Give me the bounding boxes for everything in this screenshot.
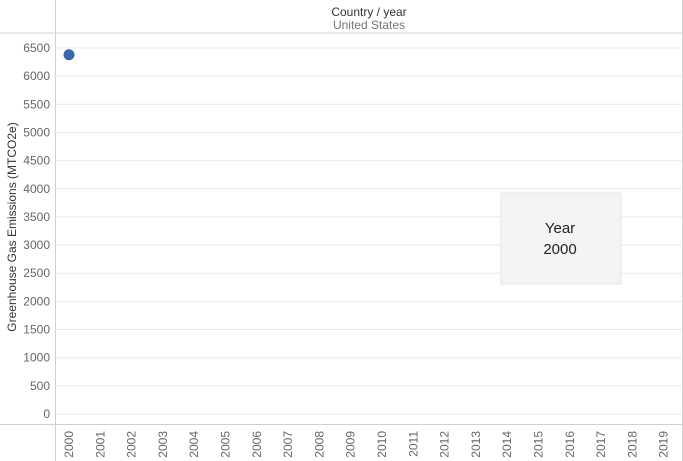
y-axis-label: Greenhouse Gas Emissions (MTCO2e) (5, 122, 19, 331)
x-tick-label: 2011 (406, 431, 420, 457)
data-points (63, 49, 75, 61)
x-tick-label: 2016 (563, 431, 577, 458)
x-tick-label: 2010 (375, 431, 389, 458)
x-tick-label: 2013 (469, 431, 483, 458)
y-tick-label: 6500 (23, 41, 50, 55)
y-axis-ticks: 0 500 1000 1500 2000 2500 3000 3500 4000 4500 5000… (23, 41, 50, 421)
x-tick-label: 2002 (125, 431, 139, 458)
y-tick-label: 2000 (23, 294, 50, 308)
y-tick-label: 3000 (23, 238, 50, 252)
y-tick-label: 0 (43, 407, 50, 421)
x-tick-label: 2003 (156, 431, 170, 458)
y-tick-label: 6000 (23, 69, 50, 83)
x-tick-label: 2005 (219, 431, 233, 458)
x-tick-label: 2015 (532, 431, 546, 458)
y-tick-label: 1000 (23, 351, 50, 365)
x-tick-label: 2008 (312, 431, 326, 458)
y-tick-label: 5000 (23, 125, 50, 139)
x-tick-label: 2017 (594, 431, 608, 458)
annotation-label: Year (545, 220, 575, 237)
y-tick-label: 500 (30, 379, 50, 393)
y-tick-label: 1500 (23, 323, 50, 337)
x-tick-label: 2007 (281, 431, 295, 458)
data-point[interactable] (63, 49, 75, 61)
y-tick-label: 4500 (23, 154, 50, 168)
year-annotation: Year 2000 (500, 192, 622, 285)
y-tick-label: 5500 (23, 97, 50, 111)
x-tick-label: 2018 (625, 431, 639, 458)
y-tick-label: 2500 (23, 266, 50, 280)
x-axis-ticks: 2000 2001 2002 2003 2004 2005 2006 2007 2008 2009… (62, 431, 671, 458)
x-tick-label: 2014 (500, 431, 514, 458)
annotation-box (500, 192, 622, 285)
header-title: Country / year (331, 5, 406, 19)
x-tick-label: 2012 (438, 431, 452, 458)
x-tick-label: 2000 (62, 431, 76, 458)
y-tick-label: 3500 (23, 210, 50, 224)
y-tick-label: 4000 (23, 182, 50, 196)
x-tick-label: 2019 (657, 431, 671, 458)
x-tick-label: 2009 (344, 431, 358, 458)
x-tick-label: 2006 (250, 431, 264, 458)
x-tick-label: 2001 (93, 431, 107, 458)
chart-header: Country / year United States (331, 5, 406, 32)
x-tick-label: 2004 (187, 431, 201, 458)
header-subtitle: United States (333, 18, 405, 32)
gridlines (56, 47, 682, 415)
annotation-value: 2000 (543, 241, 576, 258)
